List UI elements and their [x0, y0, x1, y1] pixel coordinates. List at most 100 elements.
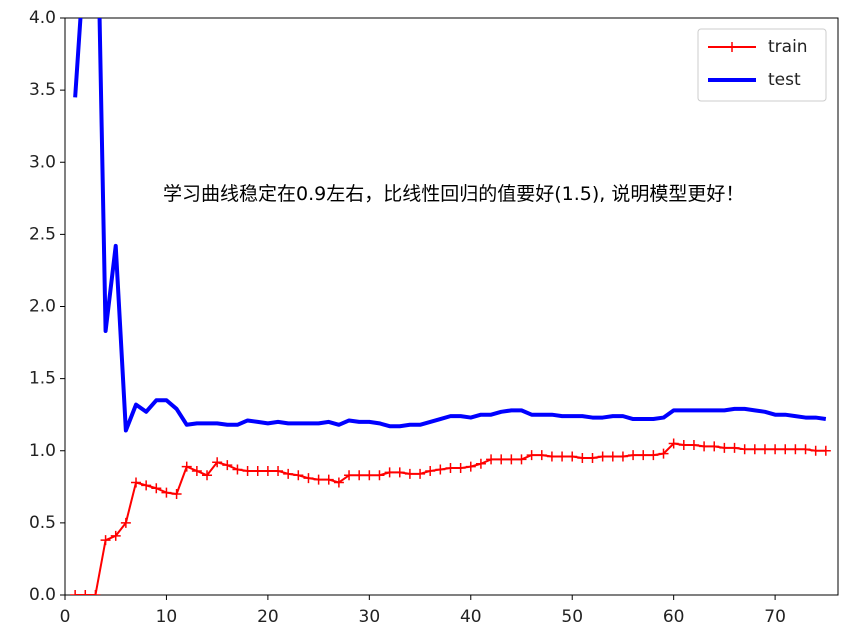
y-tick-label: 3.5 [29, 80, 56, 100]
point-marker [739, 444, 750, 455]
point-marker [232, 464, 243, 475]
point-marker [323, 474, 334, 485]
point-marker [699, 441, 710, 452]
annotation: 学习曲线稳定在0.9左右，比线性回归的值要好(1.5), 说明模型更好！ [163, 183, 745, 205]
point-marker [394, 467, 405, 478]
point-marker [719, 442, 730, 453]
point-marker [273, 465, 284, 476]
point-marker [780, 444, 791, 455]
point-marker [303, 473, 314, 484]
point-marker [658, 448, 669, 459]
y-tick-label: 4.0 [29, 8, 56, 28]
point-marker [110, 530, 121, 541]
x-tick-label: 40 [460, 607, 482, 627]
point-marker [435, 464, 446, 475]
point-marker [587, 452, 598, 463]
point-marker [668, 438, 679, 449]
point-marker [171, 489, 182, 500]
x-tick-label: 30 [359, 607, 381, 627]
x-tick-label: 50 [561, 607, 583, 627]
point-marker [729, 442, 740, 453]
point-marker [80, 590, 91, 595]
point-marker [749, 444, 760, 455]
y-tick-label: 3.0 [29, 152, 56, 172]
x-tick-label: 20 [257, 607, 279, 627]
point-marker [161, 487, 172, 498]
point-marker [120, 517, 131, 528]
point-marker [131, 477, 142, 488]
point-marker [759, 444, 770, 455]
point-marker [181, 461, 192, 472]
point-marker [283, 468, 294, 479]
plot-frame [64, 17, 839, 596]
point-marker [607, 451, 618, 462]
point-marker [151, 483, 162, 494]
x-tick-label: 10 [156, 607, 178, 627]
point-marker [648, 450, 659, 461]
point-marker [770, 444, 781, 455]
plot-area [70, 18, 831, 595]
point-marker [262, 465, 273, 476]
point-marker [313, 474, 324, 485]
point-marker [100, 535, 111, 546]
y-tick-label: 1.5 [29, 369, 56, 389]
series-line [73, 18, 827, 433]
point-marker [567, 451, 578, 462]
point-marker [333, 477, 344, 488]
point-marker [344, 470, 355, 481]
legend-label: train [768, 37, 808, 57]
point-marker [415, 468, 426, 479]
point-marker [790, 444, 801, 455]
x-tick-label: 60 [663, 607, 685, 627]
point-marker [800, 444, 811, 455]
point-marker [465, 461, 476, 472]
x-tick-label: 70 [764, 607, 786, 627]
x-tick-label: 0 [60, 607, 71, 627]
point-marker [212, 457, 223, 468]
point-marker [425, 465, 436, 476]
point-marker [577, 452, 588, 463]
point-marker [475, 458, 486, 469]
point-marker [810, 445, 821, 456]
point-marker [141, 480, 152, 491]
point-marker [445, 463, 456, 474]
point-marker [628, 450, 639, 461]
point-marker [597, 451, 608, 462]
point-marker [617, 451, 628, 462]
point-marker [90, 590, 101, 595]
point-marker [70, 590, 81, 595]
point-marker [293, 470, 304, 481]
point-marker [506, 454, 517, 465]
point-marker [486, 454, 497, 465]
point-marker [455, 463, 466, 474]
point-marker [202, 470, 213, 481]
point-marker [678, 439, 689, 450]
point-marker [354, 470, 365, 481]
y-tick-label: 0.0 [29, 585, 56, 605]
point-marker [638, 450, 649, 461]
y-tick-label: 0.5 [29, 513, 56, 533]
point-marker [374, 470, 385, 481]
legend-marker [727, 42, 737, 52]
point-marker [688, 439, 699, 450]
point-marker [536, 450, 547, 461]
y-tick-label: 1.0 [29, 441, 56, 461]
point-marker [384, 467, 395, 478]
point-marker [526, 450, 537, 461]
y-tick-label: 2.5 [29, 224, 56, 244]
point-marker [364, 470, 375, 481]
point-marker [820, 445, 831, 456]
y-tick-label: 2.0 [29, 297, 56, 317]
point-marker [709, 441, 720, 452]
point-marker [191, 465, 202, 476]
point-marker [252, 465, 263, 476]
point-marker [546, 451, 557, 462]
point-marker [242, 465, 253, 476]
point-marker [222, 460, 233, 471]
point-marker [404, 468, 415, 479]
legend-label: test [768, 70, 801, 90]
point-marker [516, 454, 527, 465]
point-marker [557, 451, 568, 462]
